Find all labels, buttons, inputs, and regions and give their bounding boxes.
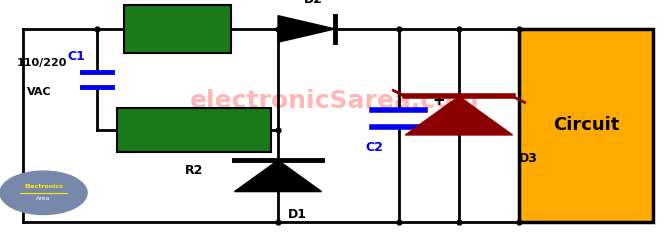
FancyBboxPatch shape [519, 29, 653, 222]
Text: electronicSarea.com: electronicSarea.com [190, 89, 480, 113]
FancyBboxPatch shape [117, 108, 271, 152]
Text: Circuit: Circuit [553, 116, 620, 134]
Text: D3: D3 [519, 152, 538, 165]
Ellipse shape [0, 171, 87, 214]
FancyBboxPatch shape [124, 5, 231, 53]
Text: Electronics: Electronics [24, 184, 63, 189]
Text: D2: D2 [304, 0, 323, 6]
Text: R2: R2 [185, 164, 204, 177]
Polygon shape [278, 16, 335, 42]
Polygon shape [234, 160, 322, 192]
Text: 110/220: 110/220 [17, 58, 67, 68]
Text: +: + [432, 93, 445, 107]
Text: C1: C1 [67, 50, 85, 63]
Polygon shape [405, 96, 513, 135]
Text: VAC: VAC [27, 87, 52, 97]
Text: Area: Area [36, 196, 51, 201]
Text: D1: D1 [288, 208, 307, 221]
Text: C2: C2 [365, 141, 383, 154]
